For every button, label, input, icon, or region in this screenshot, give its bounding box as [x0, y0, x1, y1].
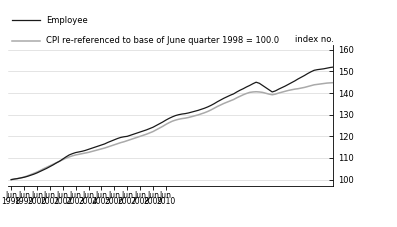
Text: CPI re-referenced to base of June quarter 1998 = 100.0: CPI re-referenced to base of June quarte…	[46, 36, 279, 45]
Text: Jun: Jun	[95, 191, 108, 200]
Line: Employee: Employee	[11, 67, 333, 180]
Line: CPI re-referenced to base of June quarter 1998 = 100.0: CPI re-referenced to base of June quarte…	[11, 83, 333, 180]
CPI re-referenced to base of June quarter 1998 = 100.0	[157, 127, 162, 129]
Text: Jun: Jun	[108, 191, 120, 200]
Text: 2004: 2004	[79, 197, 98, 205]
Text: 2001: 2001	[40, 197, 60, 205]
Text: Jun: Jun	[57, 191, 69, 200]
Text: Jun: Jun	[160, 191, 172, 200]
Text: Jun: Jun	[121, 191, 133, 200]
Text: Jun: Jun	[18, 191, 30, 200]
Text: Employee: Employee	[46, 16, 87, 25]
Employee	[31, 173, 36, 176]
CPI re-referenced to base of June quarter 1998 = 100.0	[89, 150, 94, 153]
Text: Jun: Jun	[83, 191, 94, 200]
Text: 2006: 2006	[105, 197, 124, 205]
Employee	[9, 178, 13, 181]
Text: 2002: 2002	[53, 197, 72, 205]
Text: Jun: Jun	[147, 191, 159, 200]
Employee	[89, 147, 94, 150]
Text: 1999: 1999	[14, 197, 34, 205]
Text: 1998: 1998	[2, 197, 21, 205]
CPI re-referenced to base of June quarter 1998 = 100.0	[9, 178, 13, 181]
CPI re-referenced to base of June quarter 1998 = 100.0	[234, 96, 239, 99]
Text: 2008: 2008	[131, 197, 150, 205]
Employee	[251, 82, 255, 85]
Text: 2003: 2003	[66, 197, 85, 205]
Text: 2009: 2009	[143, 197, 163, 205]
CPI re-referenced to base of June quarter 1998 = 100.0	[31, 172, 36, 175]
Employee	[202, 107, 207, 110]
Text: Jun: Jun	[134, 191, 146, 200]
Text: Jun: Jun	[5, 191, 17, 200]
Text: index no.: index no.	[295, 35, 333, 44]
Text: 2000: 2000	[27, 197, 46, 205]
Employee	[331, 66, 336, 68]
Text: 2007: 2007	[118, 197, 137, 205]
Text: 2010: 2010	[156, 197, 175, 205]
CPI re-referenced to base of June quarter 1998 = 100.0	[251, 91, 255, 93]
Text: Jun: Jun	[69, 191, 82, 200]
CPI re-referenced to base of June quarter 1998 = 100.0	[331, 81, 336, 84]
Employee	[157, 122, 162, 125]
Text: 2005: 2005	[92, 197, 111, 205]
CPI re-referenced to base of June quarter 1998 = 100.0	[202, 111, 207, 114]
Text: Jun: Jun	[44, 191, 56, 200]
Employee	[234, 91, 239, 93]
Text: Jun: Jun	[31, 191, 43, 200]
